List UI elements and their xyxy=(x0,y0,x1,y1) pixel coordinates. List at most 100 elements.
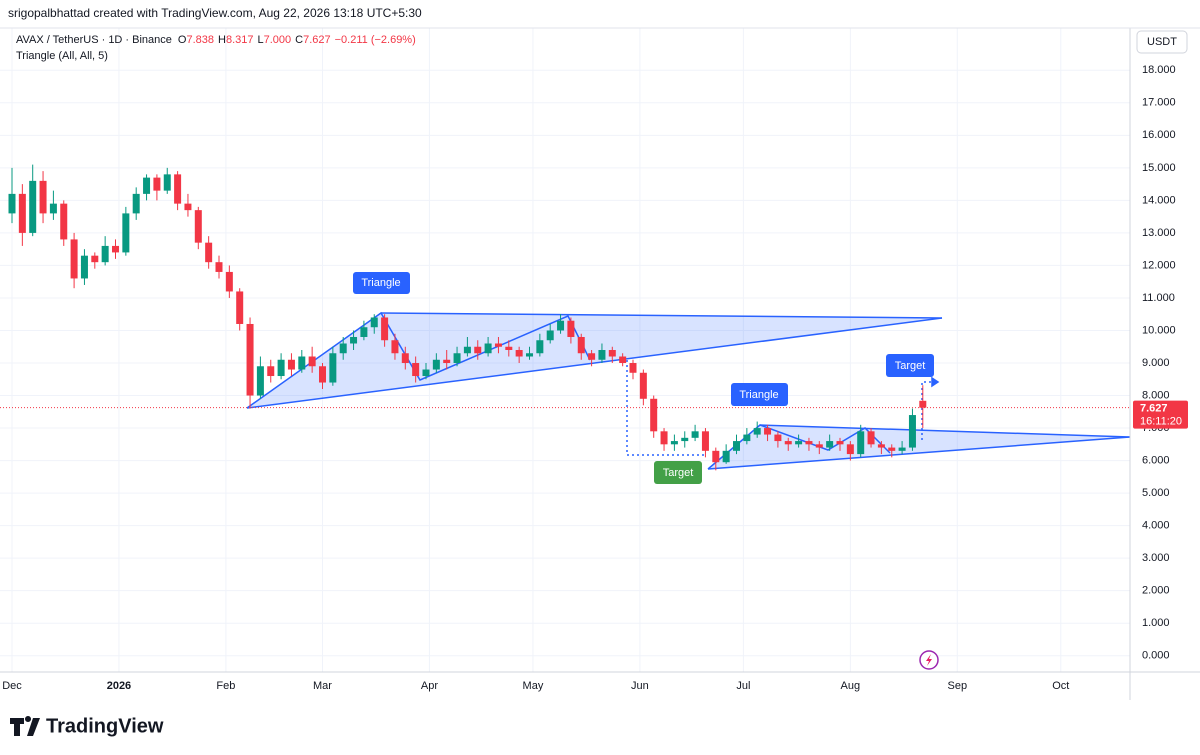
countdown: 16:11:20 xyxy=(1140,416,1182,428)
triangle-fill xyxy=(708,425,1130,469)
y-tick-label: 11.000 xyxy=(1142,292,1175,304)
candle-body xyxy=(805,441,813,445)
zigzag xyxy=(246,311,591,409)
ohlc-value: 7.838 xyxy=(186,34,214,46)
candle-body xyxy=(836,441,844,445)
candle-body xyxy=(267,366,275,377)
x-tick-label: 2026 xyxy=(107,680,131,692)
y-tick-label: 1.000 xyxy=(1142,617,1170,629)
candle-body xyxy=(722,450,730,463)
candle-body xyxy=(308,356,316,367)
candle-body xyxy=(112,245,119,253)
logo-mark xyxy=(10,716,40,736)
target-label: Target xyxy=(895,360,926,372)
candle-body xyxy=(567,320,575,337)
candle-body xyxy=(8,193,16,214)
ohlc-value: 7.627 xyxy=(303,34,331,46)
candle-body xyxy=(122,213,130,253)
symbol: AVAX / TetherUS · 1D · Binance xyxy=(16,34,172,46)
last-price-box xyxy=(1133,400,1188,429)
candle-body xyxy=(319,366,326,383)
candle-body xyxy=(205,242,213,263)
candle-body xyxy=(598,350,606,360)
candle-body xyxy=(494,343,502,347)
candle-body xyxy=(287,359,295,370)
candle-body xyxy=(484,343,492,354)
candle-body xyxy=(826,441,834,448)
x-tick-label: Aug xyxy=(841,680,861,692)
candle-body xyxy=(391,340,399,354)
candle-body xyxy=(888,447,896,451)
label-box xyxy=(654,461,702,484)
candle-body xyxy=(557,320,565,331)
candle-body xyxy=(526,353,533,357)
candle-body xyxy=(215,262,223,272)
candle-body xyxy=(360,327,368,337)
candle-body xyxy=(795,441,803,445)
y-tick-label: 15.000 xyxy=(1142,162,1176,174)
candle-body xyxy=(588,353,596,360)
candle-body xyxy=(381,317,389,341)
candle-body xyxy=(515,350,523,357)
ohlc-key: C xyxy=(295,34,303,46)
candle-body xyxy=(753,428,761,435)
y-tick-label: 8.000 xyxy=(1142,389,1170,401)
candle-body xyxy=(256,366,264,396)
candle-body xyxy=(867,431,875,445)
x-tick-label: Mar xyxy=(313,680,332,692)
candle-body xyxy=(350,336,358,344)
candle-body xyxy=(670,441,678,445)
candle-body xyxy=(764,428,772,435)
last-price: 7.627 xyxy=(1140,403,1168,415)
candle-body xyxy=(101,245,109,263)
candle-body xyxy=(846,444,854,455)
change: −0.211 (−2.69%) xyxy=(335,34,416,46)
candle-body xyxy=(91,255,99,263)
pattern-drawings xyxy=(246,311,1131,470)
y-tick-label: 9.000 xyxy=(1142,357,1170,369)
label-box xyxy=(731,383,788,406)
alert-bolt xyxy=(926,654,932,666)
currency[interactable]: USDT xyxy=(1147,36,1177,48)
candle-body xyxy=(774,434,782,442)
candle-body xyxy=(919,400,927,408)
candle-body xyxy=(505,346,513,350)
credit: srigopalbhattad created with TradingView… xyxy=(8,6,422,20)
candle-body xyxy=(401,353,409,364)
candle-body xyxy=(298,356,306,370)
candle-body xyxy=(536,340,544,354)
target-line xyxy=(921,381,934,440)
candle-body xyxy=(898,447,906,451)
candle-body xyxy=(908,415,916,448)
candle-body xyxy=(236,291,244,324)
candle-body xyxy=(712,450,720,463)
candle-body xyxy=(39,180,47,214)
candle-body xyxy=(629,363,637,373)
y-tick-label: 12.000 xyxy=(1142,259,1176,271)
currency-button[interactable] xyxy=(1136,30,1188,54)
x-tick-label: Jul xyxy=(736,680,750,692)
candle-body xyxy=(701,431,709,451)
x-tick-label: Feb xyxy=(216,680,235,692)
candle-body xyxy=(339,343,347,354)
candle-body xyxy=(877,444,885,448)
candle-body xyxy=(153,177,161,191)
pattern-label: Triangle xyxy=(361,277,400,289)
candle-body xyxy=(422,369,430,377)
candle-body xyxy=(29,180,37,233)
candle-body xyxy=(815,444,823,448)
candle-body xyxy=(463,346,471,354)
ohlc-key: O xyxy=(178,34,187,46)
candle-body xyxy=(174,174,182,204)
y-tick-label: 18.000 xyxy=(1142,64,1176,76)
candle-body xyxy=(132,193,140,214)
target-label: Target xyxy=(663,467,694,479)
candle-body xyxy=(70,239,78,279)
candle-body xyxy=(577,336,585,354)
ohlc-value: 7.000 xyxy=(264,34,292,46)
candle-body xyxy=(619,356,627,364)
y-tick-label: 3.000 xyxy=(1142,552,1170,564)
label-box xyxy=(353,272,410,294)
